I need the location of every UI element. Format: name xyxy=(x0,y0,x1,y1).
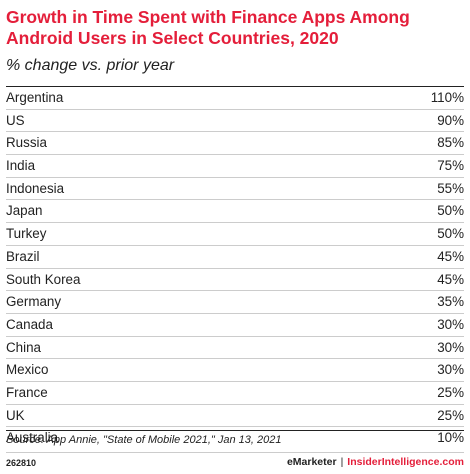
table-row: Argentina 110% xyxy=(6,87,464,110)
brand-separator: | xyxy=(340,456,344,468)
table-row: South Korea 45% xyxy=(6,269,464,292)
table-row: Australia 10% xyxy=(6,427,464,450)
value-label: 110% xyxy=(430,90,464,105)
value-label: 10% xyxy=(437,430,464,446)
table-row: Turkey 50% xyxy=(6,223,464,246)
source-note: Source: App Annie, "State of Mobile 2021… xyxy=(6,434,282,446)
value-label: 30% xyxy=(437,339,464,355)
country-label: France xyxy=(6,384,48,400)
country-label: Australia xyxy=(6,430,59,446)
bottom-rule xyxy=(6,430,464,431)
country-label: Turkey xyxy=(6,226,47,242)
brand-emarketer: eMarketer xyxy=(286,456,337,468)
value-label: 30% xyxy=(437,362,464,378)
table-row: UK 25% xyxy=(6,405,464,428)
chart-id: 262810 xyxy=(6,458,37,468)
country-label: India xyxy=(6,158,36,174)
table-row: Russia 85% xyxy=(6,132,464,156)
country-label: Canada xyxy=(6,316,53,332)
table-row: India 75% xyxy=(6,155,464,178)
value-label: 55% xyxy=(437,180,464,196)
country-label: Japan xyxy=(6,203,43,219)
chart-title: Growth in Time Spent with Finance Apps A… xyxy=(6,7,410,48)
country-label: China xyxy=(6,339,41,355)
value-label: 45% xyxy=(437,271,464,287)
table-row: Canada 30% xyxy=(6,314,464,337)
table-row: Indonesia 55% xyxy=(6,178,464,201)
table-row: Germany 35% xyxy=(6,291,464,314)
brand-credit: eMarketer | InsiderIntelligence.com xyxy=(287,456,464,469)
chart-subtitle: % change vs. prior year xyxy=(6,57,175,74)
value-label: 30% xyxy=(437,316,464,332)
country-label: Argentina xyxy=(6,90,64,105)
table-row: Brazil 45% xyxy=(6,246,464,269)
country-label: US xyxy=(6,112,25,128)
table-row: Japan 50% xyxy=(6,200,464,224)
value-label: 50% xyxy=(437,203,464,219)
country-label: UK xyxy=(6,407,25,423)
country-label: Mexico xyxy=(6,362,49,378)
table-row: France 25% xyxy=(6,382,464,405)
value-label: 25% xyxy=(437,384,464,400)
value-label: 45% xyxy=(437,248,464,264)
table-row: China 30% xyxy=(6,337,464,360)
table-row: Mexico 30% xyxy=(6,359,464,382)
country-label: Indonesia xyxy=(6,180,65,196)
table-row: US 90% xyxy=(6,110,464,133)
value-label: 35% xyxy=(437,294,464,310)
country-label: South Korea xyxy=(6,271,81,287)
value-label: 25% xyxy=(437,407,464,423)
value-label: 75% xyxy=(437,158,464,174)
country-label: Germany xyxy=(6,294,62,310)
country-label: Russia xyxy=(6,135,47,151)
value-label: 90% xyxy=(437,112,464,128)
brand-insider-intelligence: InsiderIntelligence.com xyxy=(347,456,464,468)
country-label: Brazil xyxy=(6,248,40,264)
footer-rule xyxy=(6,452,464,453)
value-label: 85% xyxy=(437,135,464,151)
value-label: 50% xyxy=(437,226,464,242)
data-table: Argentina 110% US 90% Russia 85% India 75% Indon… xyxy=(6,86,464,450)
top-rule xyxy=(0,0,470,6)
